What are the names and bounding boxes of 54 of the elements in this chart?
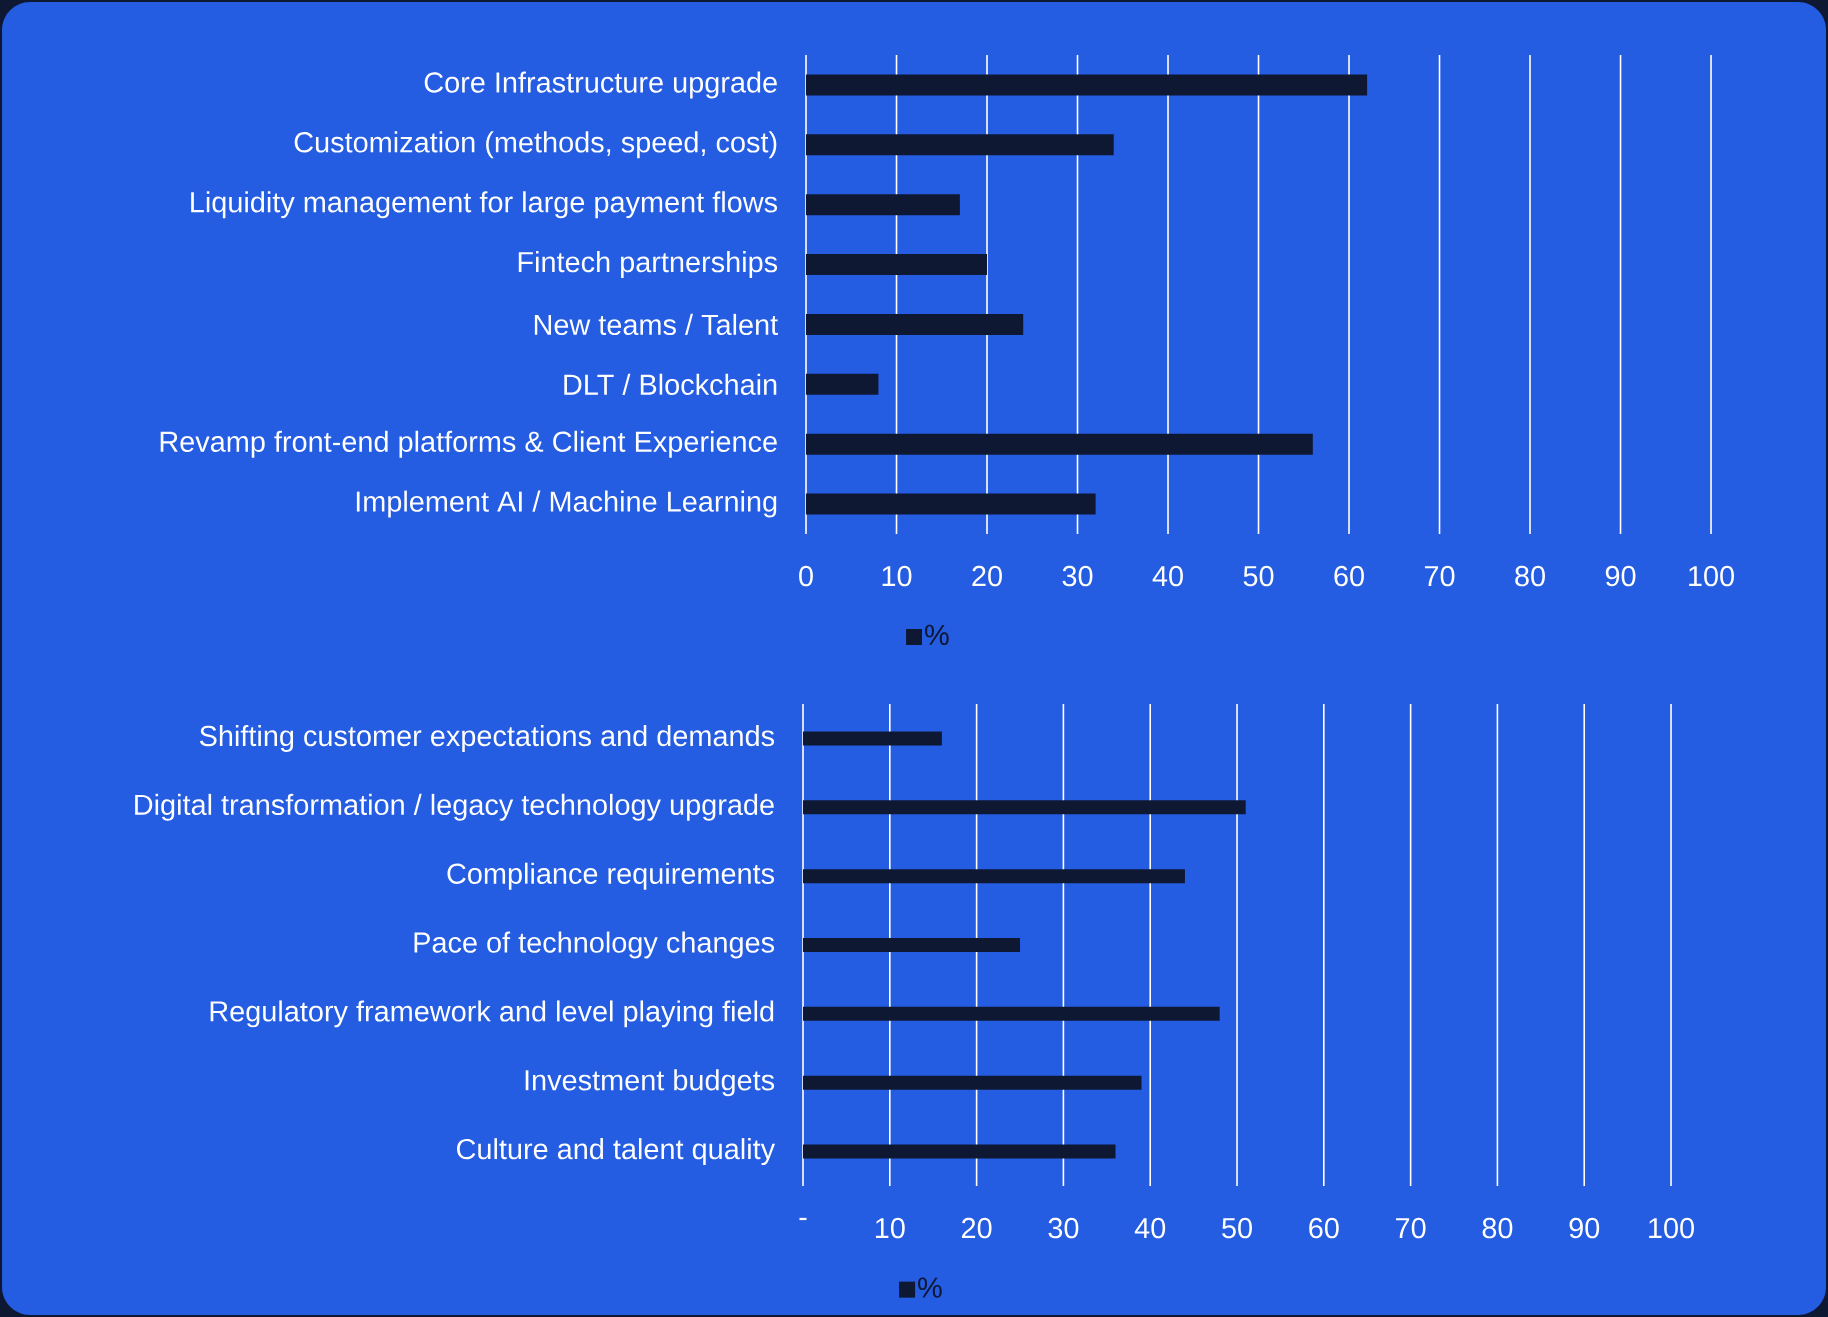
bar [806,134,1114,156]
bar [806,254,988,276]
legend-label: % [918,1277,942,1298]
y-tick-label: Shifting customer expectations and demands [199,724,775,752]
y-tick-label: Regulatory framework and level playing field [210,1000,774,1028]
legend-label: % [925,624,949,646]
bar [803,1006,1220,1021]
x-tick-label: 90 [1569,1217,1600,1239]
y-tick-label: Customization (methods, speed, cost) [294,131,777,159]
y-tick-label: Liquidity management for large payment flows [191,191,778,219]
y-tick-label: Core Infrastructure upgrade [424,71,777,99]
x-tick-label: 0 [799,565,813,587]
x-tick-label: 20 [972,565,1002,587]
bar [803,869,1185,884]
y-tick-label: Investment budgets [525,1069,775,1097]
x-tick-label: 70 [1396,1217,1426,1239]
bar [803,938,1021,953]
x-tick-label: 60 [1334,565,1364,587]
bar [806,313,1024,335]
x-tick-label: 90 [1605,565,1636,587]
bar [806,373,879,395]
x-tick-label: 60 [1309,1217,1339,1239]
bar [803,731,942,746]
y-tick-label: Pace of technology changes [414,931,775,959]
bar [803,1075,1142,1090]
x-tick-label: 40 [1134,1217,1166,1239]
y-tick-label: Revamp front-end platforms & Client Experience [160,430,777,458]
x-tick-label: 40 [1152,565,1183,587]
x-tick-label: 30 [1062,565,1093,587]
x-tick-label: 80 [1482,1217,1513,1239]
x-tick-label: 10 [875,1217,905,1239]
x-tick-label: 100 [1689,565,1734,587]
y-tick-label: Digital transformation / legacy technology upgrade [135,793,774,821]
x-tick-label: 50 [1243,565,1274,587]
x-tick-label: 80 [1515,565,1545,587]
y-tick-label: Fintech partnerships [518,251,778,279]
x-tick-label: - [799,1217,807,1221]
x-tick-label: 50 [1222,1217,1252,1239]
y-tick-label: Compliance requirements [447,862,775,890]
bar [806,74,1368,96]
bar [806,194,960,216]
bar [806,433,1313,455]
x-tick-label: 100 [1649,1217,1694,1239]
bar [803,1144,1116,1159]
x-tick-label: 30 [1048,1217,1079,1239]
x-tick-label: 20 [962,1217,992,1239]
bar [803,800,1246,815]
y-tick-label: Culture and talent quality [457,1138,776,1166]
y-tick-label: DLT / Blockchain [564,373,777,395]
x-tick-label: 70 [1424,565,1455,587]
y-tick-label: New teams / Talent [534,313,778,336]
y-tick-label: Implement AI / Machine Learning [356,490,777,518]
bar [806,493,1096,515]
x-tick-label: 10 [882,565,912,587]
